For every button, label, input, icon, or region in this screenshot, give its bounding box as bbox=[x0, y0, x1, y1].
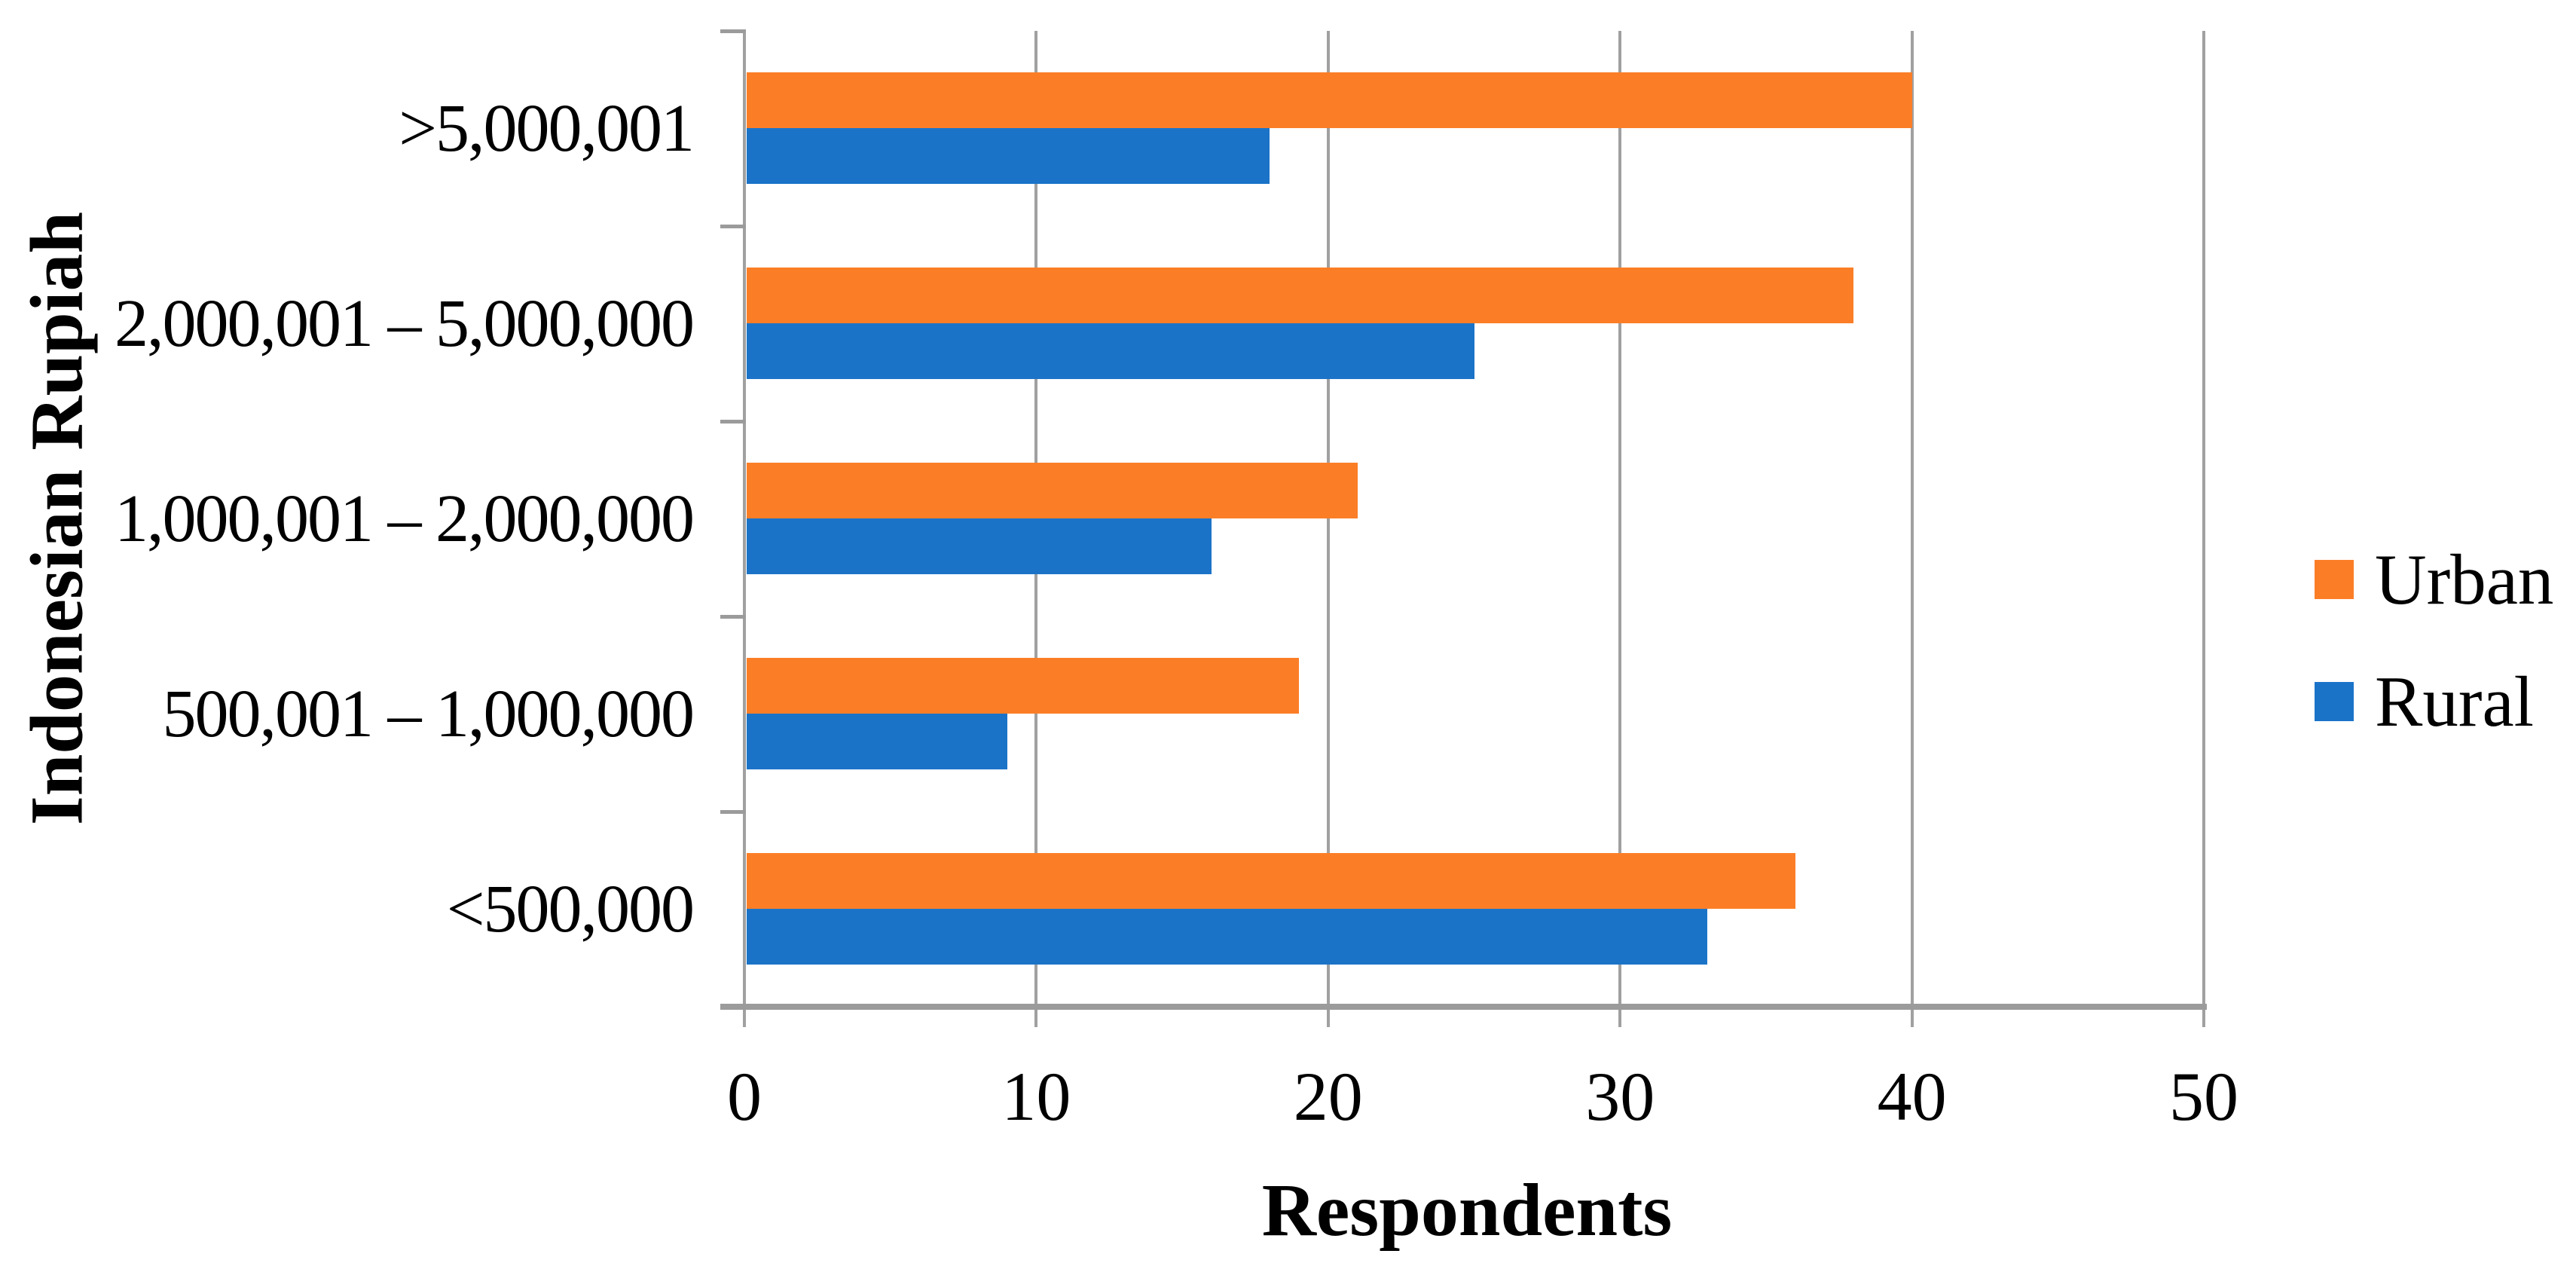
category-label-1: 2,000,001 – 5,000,000 bbox=[115, 286, 695, 361]
category-label-2: 1,000,001 – 2,000,000 bbox=[115, 482, 695, 556]
gridline-40 bbox=[1910, 31, 1914, 1027]
y-axis-tick bbox=[720, 224, 746, 228]
bar-rural-4 bbox=[747, 909, 1708, 965]
x-axis-line bbox=[720, 1004, 2207, 1010]
legend-item-urban: Urban bbox=[2315, 535, 2553, 624]
x-tick-label-40: 40 bbox=[1877, 1058, 1947, 1135]
bar-urban-3 bbox=[747, 658, 1300, 714]
bar-urban-0 bbox=[747, 72, 1912, 128]
bar-urban-2 bbox=[747, 463, 1358, 518]
bar-urban-4 bbox=[747, 853, 1795, 909]
category-label-0: >5,000,001 bbox=[399, 91, 695, 166]
x-tick-label-30: 30 bbox=[1585, 1058, 1655, 1135]
y-axis-tick bbox=[720, 29, 746, 33]
x-tick-label-50: 50 bbox=[2169, 1058, 2238, 1135]
legend-item-rural: Rural bbox=[2315, 657, 2534, 746]
bar-rural-2 bbox=[747, 518, 1212, 574]
y-axis-tick bbox=[720, 809, 746, 814]
gridline-20 bbox=[1326, 31, 1330, 1027]
category-label-3: 500,001 – 1,000,000 bbox=[162, 677, 695, 751]
bar-rural-1 bbox=[747, 323, 1474, 379]
legend-label-urban: Urban bbox=[2375, 540, 2554, 619]
bar-rural-0 bbox=[747, 128, 1270, 184]
legend-swatch-urban bbox=[2315, 560, 2354, 599]
gridline-50 bbox=[2202, 31, 2205, 1027]
legend-swatch-rural bbox=[2315, 682, 2354, 721]
category-label-4: <500,000 bbox=[446, 872, 695, 946]
gridline-30 bbox=[1618, 31, 1622, 1027]
bar-urban-1 bbox=[747, 268, 1854, 323]
y-axis-tick bbox=[720, 419, 746, 424]
bar-rural-3 bbox=[747, 714, 1007, 769]
gridline-0 bbox=[743, 31, 746, 1027]
x-tick-label-0: 0 bbox=[727, 1058, 762, 1135]
x-tick-label-10: 10 bbox=[1001, 1058, 1071, 1135]
x-tick-label-20: 20 bbox=[1293, 1058, 1363, 1135]
x-axis-title: Respondents bbox=[1261, 1168, 1673, 1252]
y-axis-tick bbox=[720, 614, 746, 619]
legend-label-rural: Rural bbox=[2375, 662, 2535, 742]
